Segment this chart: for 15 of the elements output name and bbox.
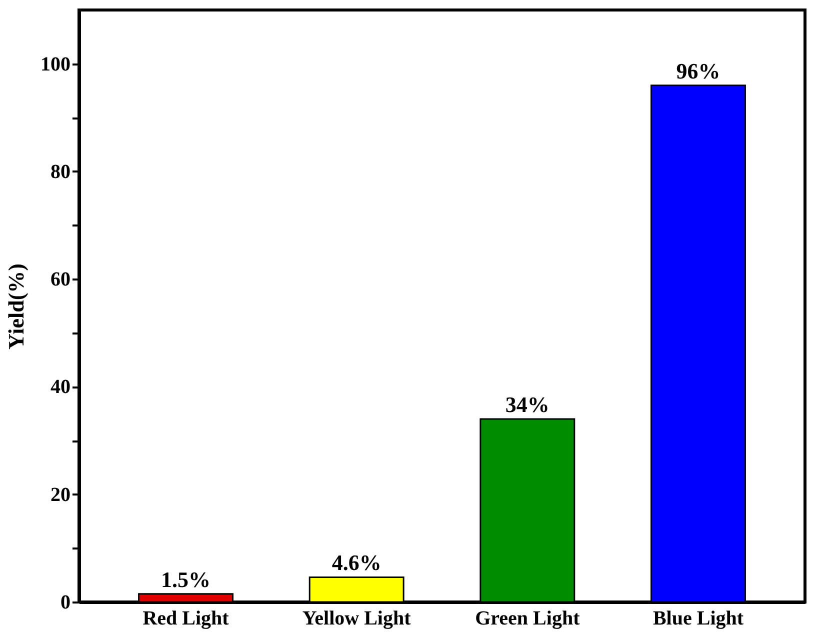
x-tick-label: Red Light <box>142 608 230 630</box>
y-tick-label: 20 <box>50 484 70 506</box>
x-tick-label: Yellow Light <box>302 608 412 630</box>
y-tick-label: 0 <box>60 592 70 614</box>
x-tick-label: Blue Light <box>652 608 744 630</box>
data-label: 4.6% <box>332 550 382 576</box>
y-tick-label: 80 <box>50 160 70 183</box>
x-tick-label: Green Light <box>475 608 580 630</box>
data-label: 1.5% <box>161 566 211 592</box>
data-label: 34% <box>505 392 550 418</box>
data-label: 96% <box>676 58 720 84</box>
y-tick-label: 40 <box>50 376 70 398</box>
y-tick-label: 60 <box>50 268 70 291</box>
y-axis-title: Yield(%) <box>4 264 28 350</box>
y-tick-label: 100 <box>40 53 70 76</box>
